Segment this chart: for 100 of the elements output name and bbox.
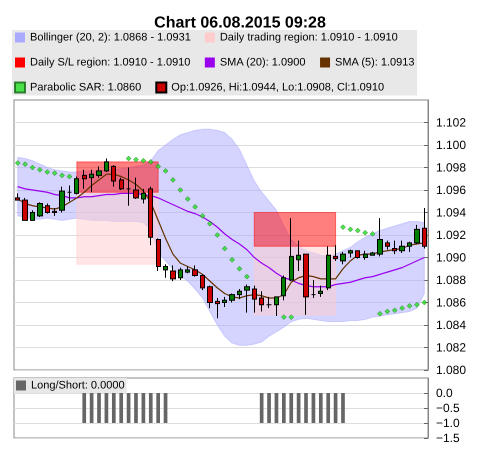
- y-tick-label: 1.084: [436, 318, 466, 332]
- candlestick: [126, 167, 131, 206]
- candlestick: [377, 218, 383, 257]
- point: [14, 160, 20, 166]
- candlestick: [303, 254, 309, 316]
- candlestick: [89, 169, 94, 193]
- point: [222, 246, 228, 252]
- candlestick: [104, 158, 109, 172]
- point: [414, 302, 420, 308]
- candlestick: [37, 202, 43, 218]
- candlestick: [45, 203, 50, 214]
- legend-label: SMA (5): 1.0913: [335, 56, 415, 68]
- candlestick: [296, 240, 301, 272]
- candlestick: [333, 244, 338, 262]
- candlestick: [170, 264, 176, 282]
- point: [59, 172, 65, 178]
- y-tick-label: 1.080: [436, 363, 466, 377]
- point: [133, 156, 139, 162]
- point: [392, 308, 398, 314]
- point: [281, 314, 287, 320]
- candlestick: [274, 296, 279, 316]
- candlestick: [252, 285, 257, 314]
- candlestick: [281, 275, 286, 301]
- chart-title: Chart 06.08.2015 09:28: [154, 14, 326, 32]
- y-tick-label: 1.102: [436, 116, 466, 130]
- candlestick: [414, 224, 420, 244]
- line-series: [17, 186, 425, 288]
- y-tick-label: 1.088: [436, 273, 466, 287]
- legend-label: Daily S/L region: 1.0910 - 1.0910: [30, 56, 190, 68]
- candlestick: [237, 288, 242, 300]
- candlestick: [392, 240, 397, 255]
- y-tick-label: 1.082: [436, 340, 466, 354]
- candlestick: [215, 298, 220, 319]
- candlestick: [340, 251, 346, 265]
- point: [214, 232, 220, 238]
- point: [44, 169, 50, 175]
- candlestick: [141, 188, 146, 204]
- candlestick: [326, 246, 331, 291]
- legend-label: Long/Short: 0.0000: [31, 380, 125, 392]
- y-tick-label: 1.092: [436, 228, 466, 242]
- candlestick: [163, 264, 168, 278]
- y-tick-label: 1.090: [436, 250, 466, 264]
- candlestick: [222, 296, 227, 308]
- candlestick: [244, 284, 250, 314]
- point: [37, 167, 43, 172]
- candlestick: [370, 251, 375, 256]
- candlestick: [363, 250, 368, 260]
- point: [340, 224, 346, 230]
- candlestick: [207, 285, 213, 309]
- point: [140, 158, 146, 164]
- point: [30, 164, 36, 170]
- point: [384, 308, 390, 314]
- candlestick: [385, 240, 390, 250]
- candlestick: [311, 280, 316, 298]
- candlestick: [119, 177, 124, 190]
- candlestick: [82, 169, 87, 190]
- candlestick: [259, 290, 264, 312]
- candlestick: [229, 293, 235, 303]
- point: [162, 168, 168, 174]
- y-tick-label: 1.098: [436, 160, 466, 174]
- point: [192, 204, 198, 210]
- point: [178, 187, 184, 193]
- candlestick: [111, 164, 116, 188]
- point: [355, 228, 361, 234]
- point: [52, 170, 58, 176]
- candlestick: [96, 166, 102, 178]
- y-tick-label: −0.5: [436, 401, 460, 415]
- candlestick: [15, 192, 20, 201]
- candlestick: [59, 186, 65, 213]
- point: [207, 221, 213, 226]
- point: [288, 314, 294, 320]
- candlestick: [156, 238, 161, 272]
- candlestick: [407, 241, 412, 252]
- point: [155, 164, 161, 170]
- point: [244, 274, 250, 280]
- candlestick: [67, 185, 72, 202]
- point: [66, 174, 72, 180]
- point: [229, 257, 235, 262]
- y-tick-label: 1.096: [436, 183, 466, 197]
- candlestick: [74, 176, 79, 195]
- candlestick: [200, 274, 205, 291]
- candlestick: [192, 264, 198, 278]
- candlestick: [30, 210, 35, 221]
- legend-label: Bollinger (20, 2): 1.0868 - 1.0931: [30, 32, 191, 44]
- point: [170, 177, 176, 183]
- candlestick: [22, 197, 28, 221]
- point: [184, 196, 190, 202]
- candlestick: [318, 285, 323, 298]
- legend-label: Op:1.0926, Hi:1.0944, Lo:1.0908, Cl:1.0910: [171, 82, 384, 94]
- point: [362, 230, 368, 236]
- candlestick: [133, 177, 139, 200]
- y-tick-label: 1.086: [436, 296, 466, 310]
- y-tick-label: −1.5: [436, 431, 460, 445]
- point: [377, 311, 383, 316]
- point: [148, 159, 154, 165]
- point: [406, 303, 412, 309]
- legend-label: SMA (20): 1.0900: [220, 56, 306, 68]
- legend-label: Parabolic SAR: 1.0860: [30, 82, 142, 94]
- legend-label: Daily trading region: 1.0910 - 1.0910: [220, 32, 398, 44]
- y-tick-label: 0.0: [436, 386, 454, 400]
